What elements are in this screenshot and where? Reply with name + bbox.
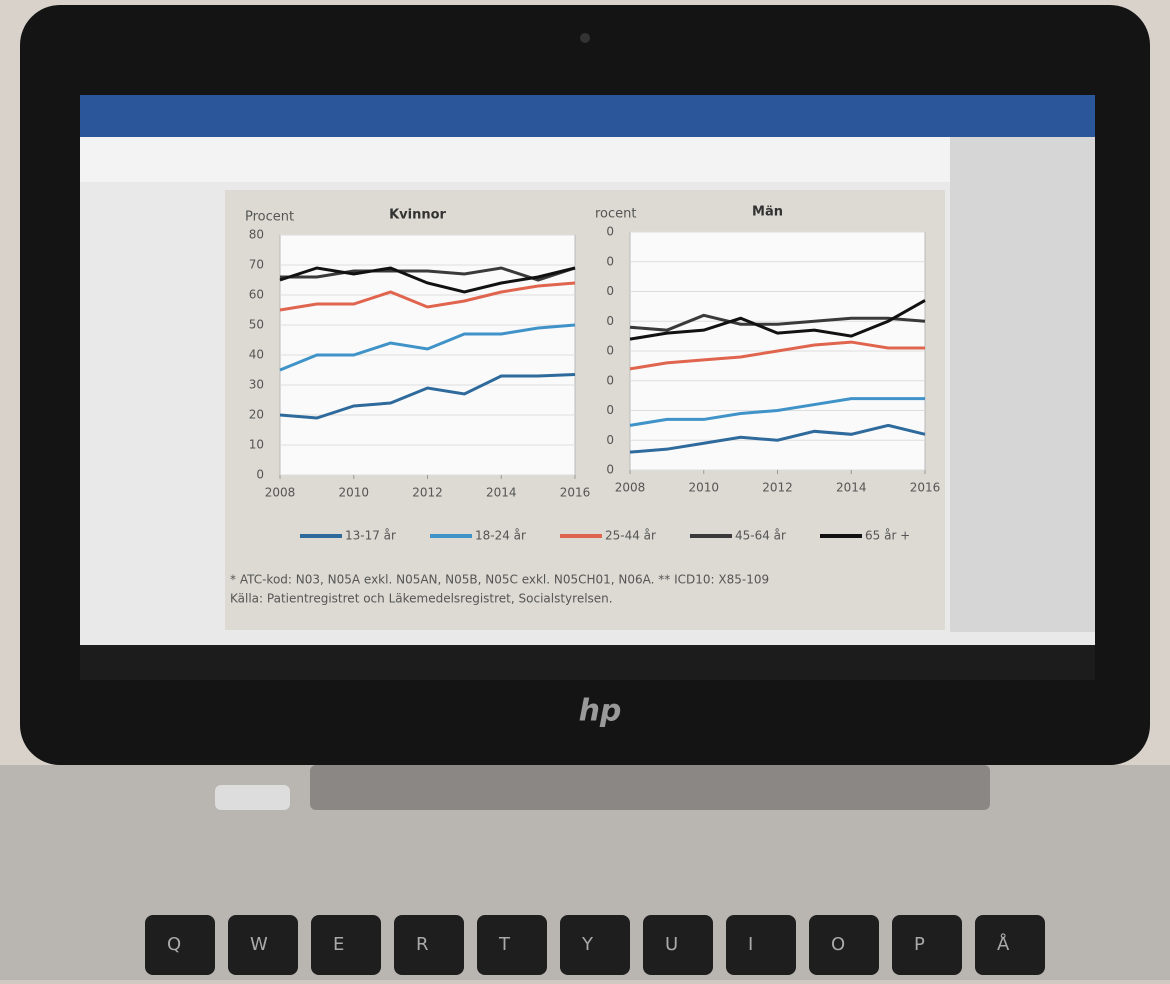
key: [560, 915, 630, 975]
key-label: Y: [581, 934, 594, 955]
webcam: [580, 33, 590, 43]
side-panel: [950, 137, 1095, 632]
y-tick-label: 30: [249, 378, 264, 392]
key-label: E: [333, 934, 344, 955]
y-tick-label: 20: [249, 408, 264, 422]
y-tick-label: 0: [606, 314, 614, 328]
data-line: [629, 397, 925, 427]
key: [145, 915, 215, 975]
y-tick-label: 0: [606, 254, 614, 268]
data-line: [279, 281, 576, 312]
y-tick-label: 0: [606, 463, 614, 477]
key-label: U: [665, 934, 678, 955]
y-tick-label: 50: [249, 318, 264, 332]
chart-title: Män: [752, 205, 783, 220]
y-tick-label: 0: [606, 344, 614, 358]
key-label: P: [914, 934, 925, 955]
y-axis-label: rocent: [595, 207, 637, 222]
x-tick-label: 2014: [836, 481, 867, 495]
footnote: * ATC-kod: N03, N05A exkl. N05AN, N05B, …: [230, 573, 769, 587]
legend-label: 13-17 år: [345, 529, 396, 543]
data-line: [629, 299, 926, 341]
key: [975, 915, 1045, 975]
key-label: Å: [997, 933, 1010, 955]
charts: Kvinnor Procent 0 10 20 30 40 50 60 70 80 2008 2010 2…: [230, 205, 940, 606]
y-tick-label: 0: [606, 225, 614, 239]
y-tick-label: 60: [249, 288, 264, 302]
key-label: Q: [167, 934, 181, 955]
y-tick-label: 0: [606, 284, 614, 298]
legend-label: 18-24 år: [475, 529, 526, 543]
key: [394, 915, 464, 975]
x-tick-label: 2010: [338, 486, 369, 500]
data-line: [629, 340, 925, 371]
key: [477, 915, 547, 975]
chart-title: Kvinnor: [389, 208, 446, 223]
power-button: [215, 785, 290, 810]
ribbon: [80, 95, 1095, 137]
data-line: [279, 373, 576, 420]
key-label: W: [250, 934, 268, 955]
data-line: [629, 423, 926, 454]
x-tick-label: 2014: [486, 486, 517, 500]
browser-bar: [80, 137, 950, 182]
legend-label: 45-64 år: [735, 529, 786, 543]
data-line: [279, 323, 576, 372]
y-tick-label: 40: [249, 348, 264, 362]
key: [892, 915, 962, 975]
y-tick-label: 80: [249, 228, 264, 242]
key-label: O: [831, 934, 845, 955]
key-label: R: [416, 934, 429, 955]
x-tick-label: 2012: [412, 486, 443, 500]
x-tick-label: 2010: [688, 481, 719, 495]
speaker: [310, 765, 990, 810]
key: [643, 915, 713, 975]
footnote: Källa: Patientregistret och Läkemedelsre…: [230, 592, 613, 606]
key: [809, 915, 879, 975]
y-tick-label: 70: [249, 258, 264, 272]
y-tick-label: 10: [249, 438, 264, 452]
key-label: I: [748, 934, 753, 955]
x-tick-label: 2016: [560, 486, 591, 500]
x-tick-label: 2008: [265, 486, 296, 500]
data-line: [629, 313, 926, 332]
key: [726, 915, 796, 975]
logo: hp: [579, 694, 622, 729]
x-tick-label: 2016: [910, 481, 941, 495]
y-tick-label: 0: [606, 433, 614, 447]
y-tick-label: 0: [606, 373, 614, 387]
y-tick-label: 0: [606, 403, 614, 417]
legend-label: 25-44 år: [605, 529, 656, 543]
data-line: [279, 266, 576, 294]
y-axis-label: Procent: [245, 210, 294, 225]
key: [311, 915, 381, 975]
x-tick-label: 2012: [762, 481, 793, 495]
data-line: [280, 266, 576, 282]
key-label: T: [498, 934, 511, 955]
y-tick-label: 0: [256, 468, 264, 482]
key: [228, 915, 298, 975]
legend-label: 65 år +: [865, 529, 910, 543]
taskbar: [80, 645, 1095, 680]
x-tick-label: 2008: [615, 481, 646, 495]
